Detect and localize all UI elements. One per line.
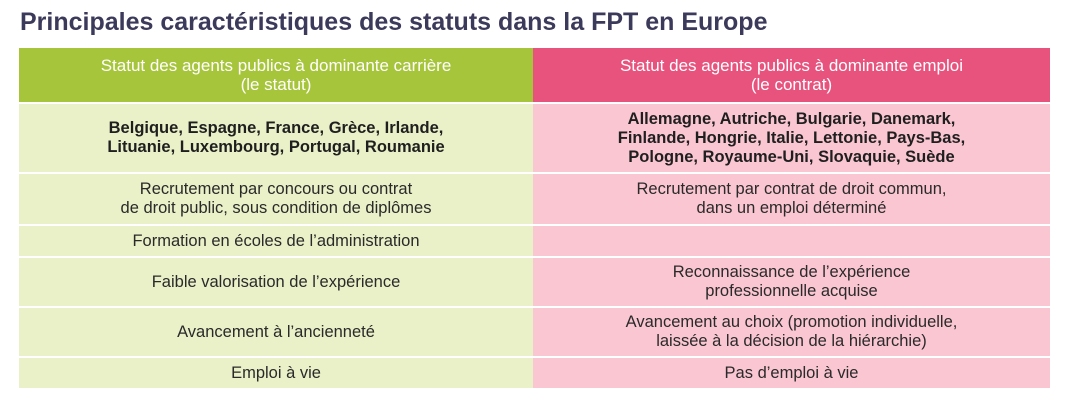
cell-experience-carriere: Faible valorisation de l’expérience xyxy=(19,258,533,306)
header-carriere-line-1: Statut des agents publics à dominante ca… xyxy=(100,56,452,75)
cell-emploi-carriere: Emploi à vie xyxy=(19,358,533,388)
header-emploi-line-1: Statut des agents publics à dominante em… xyxy=(619,56,964,75)
avancement-carriere-line-1: Avancement à l’ancienneté xyxy=(177,322,375,341)
table-row-countries: Belgique, Espagne, France, Grèce, Irland… xyxy=(19,104,1050,174)
cell-recrutement-carriere: Recrutement par concours ou contrat de d… xyxy=(19,174,533,224)
cell-countries-carriere: Belgique, Espagne, France, Grèce, Irland… xyxy=(19,104,533,172)
cell-countries-emploi: Allemagne, Autriche, Bulgarie, Danemark,… xyxy=(533,104,1050,172)
cell-avancement-carriere: Avancement à l’ancienneté xyxy=(19,308,533,356)
cell-experience-emploi: Reconnaissance de l’expérience professio… xyxy=(533,258,1050,306)
table-row-formation: Formation en écoles de l’administration xyxy=(19,226,1050,258)
recrutement-emploi-line-2: dans un emploi déterminé xyxy=(696,199,887,217)
emploi-carriere-line-1: Emploi à vie xyxy=(231,363,321,382)
countries-emploi-line-2: Finlande, Hongrie, Italie, Lettonie, Pay… xyxy=(617,128,966,147)
avancement-emploi-line-2: laissée à la décision de la hiérarchie) xyxy=(656,332,927,350)
table-row-avancement: Avancement à l’ancienneté Avancement au … xyxy=(19,308,1050,358)
comparison-table: Statut des agents publics à dominante ca… xyxy=(19,48,1050,388)
countries-carriere-line-1: Belgique, Espagne, France, Grèce, Irland… xyxy=(108,119,444,137)
experience-carriere-line-1: Faible valorisation de l’expérience xyxy=(151,272,401,291)
countries-emploi-line-1: Allemagne, Autriche, Bulgarie, Danemark, xyxy=(627,109,956,128)
emploi-emploi-line-1: Pas d’emploi à vie xyxy=(724,363,859,382)
header-emploi-line-2: (le contrat) xyxy=(750,75,833,94)
header-cell-emploi: Statut des agents publics à dominante em… xyxy=(533,48,1050,102)
cell-formation-emploi xyxy=(533,226,1050,256)
cell-avancement-emploi: Avancement au choix (promotion individue… xyxy=(533,308,1050,356)
experience-emploi-line-2: professionnelle acquise xyxy=(705,282,878,300)
table-row-experience: Faible valorisation de l’expérience Reco… xyxy=(19,258,1050,308)
countries-emploi-line-3: Pologne, Royaume-Uni, Slovaquie, Suède xyxy=(628,147,955,166)
avancement-emploi-line-1: Avancement au choix (promotion individue… xyxy=(625,313,958,331)
recrutement-carriere-line-1: Recrutement par concours ou contrat xyxy=(139,180,413,198)
cell-formation-carriere: Formation en écoles de l’administration xyxy=(19,226,533,256)
header-carriere-line-2: (le statut) xyxy=(240,75,312,94)
formation-carriere-line-1: Formation en écoles de l’administration xyxy=(132,231,420,250)
table-row-recrutement: Recrutement par concours ou contrat de d… xyxy=(19,174,1050,226)
cell-recrutement-emploi: Recrutement par contrat de droit commun,… xyxy=(533,174,1050,224)
header-cell-carriere: Statut des agents publics à dominante ca… xyxy=(19,48,533,102)
cell-emploi-emploi: Pas d’emploi à vie xyxy=(533,358,1050,388)
table-row-emploi: Emploi à vie Pas d’emploi à vie xyxy=(19,358,1050,388)
table-header-row: Statut des agents publics à dominante ca… xyxy=(19,48,1050,104)
countries-carriere-line-2: Lituanie, Luxembourg, Portugal, Roumanie xyxy=(107,138,445,156)
recrutement-emploi-line-1: Recrutement par contrat de droit commun, xyxy=(636,180,947,198)
page-title: Principales caractéristiques des statuts… xyxy=(20,8,768,36)
experience-emploi-line-1: Reconnaissance de l’expérience xyxy=(672,263,911,281)
recrutement-carriere-line-2: de droit public, sous condition de diplô… xyxy=(120,199,432,217)
